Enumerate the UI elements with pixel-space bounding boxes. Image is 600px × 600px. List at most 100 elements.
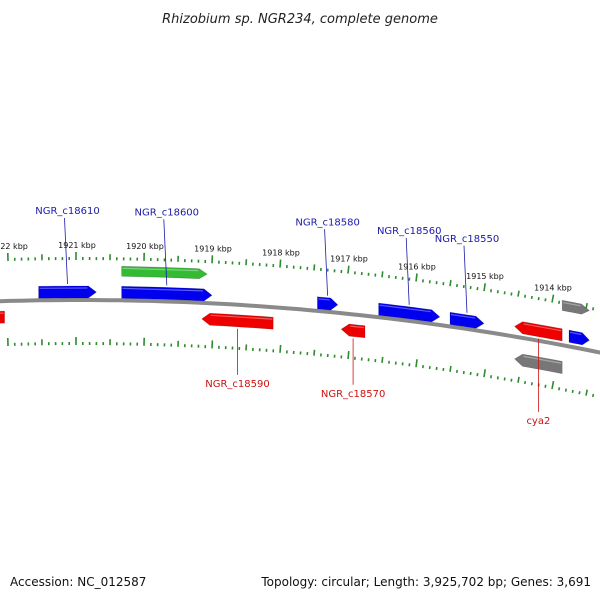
inner-tick-mark	[415, 359, 418, 368]
inner-tick-mark	[496, 376, 499, 380]
tick-label: 1915 kbp	[466, 272, 504, 281]
outer-tick-mark	[530, 295, 533, 300]
inner-tick-mark	[347, 351, 350, 360]
gene-feature-highlight	[122, 287, 204, 292]
inner-tick-mark	[564, 388, 567, 392]
tick-label: 1919 kbp	[194, 244, 232, 253]
gene-feature[interactable]	[568, 329, 590, 346]
gene-feature[interactable]	[449, 311, 485, 329]
outer-tick-mark	[449, 279, 452, 287]
inner-tick-mark	[449, 365, 452, 373]
inner-tick-mark	[571, 389, 574, 394]
outer-tick-mark	[558, 300, 561, 304]
gene-label[interactable]: cya2	[526, 416, 550, 427]
inner-tick-track	[7, 337, 595, 398]
gene-feature-highlight	[523, 355, 562, 364]
gene-label-leader	[405, 237, 410, 305]
inner-tick-mark	[592, 393, 595, 398]
gene-label-leader	[163, 219, 168, 286]
tick-label: 1914 kbp	[534, 283, 572, 292]
gene-feature[interactable]	[38, 285, 97, 299]
gene-feature[interactable]	[514, 321, 563, 342]
inner-tick-mark	[524, 380, 527, 385]
outer-tick-mark	[483, 283, 486, 292]
tick-label: 1921 kbp	[58, 241, 96, 250]
outer-tick-mark	[476, 286, 479, 291]
inner-tick-mark	[551, 380, 555, 390]
inner-tick-mark	[469, 371, 472, 376]
inner-tick-mark	[483, 369, 486, 378]
inner-tick-mark	[490, 375, 493, 379]
tick-labels: 1922 kbp 1921 kbp 1920 kbp 1919 kbp 1918 kbp…	[0, 241, 572, 292]
genome-summary-text: Topology: circular; Length: 3,925,702 bp…	[260, 575, 591, 589]
outer-tick-mark	[585, 302, 588, 310]
gene-feature-highlight	[569, 331, 582, 336]
gene-feature[interactable]	[340, 323, 366, 339]
gene-label-leader	[463, 245, 468, 313]
inner-tick-mark	[313, 349, 316, 356]
outer-tick-mark	[551, 294, 555, 303]
outer-tick-mark	[347, 265, 350, 274]
outer-tick-mark	[544, 298, 547, 302]
gene-label-leader	[64, 217, 68, 285]
outer-tick-mark	[381, 271, 384, 278]
tick-label: 1922 kbp	[0, 242, 28, 251]
inner-tick-mark	[381, 356, 384, 363]
inner-tick-mark	[578, 391, 581, 395]
gene-feature-highlight	[450, 313, 476, 319]
accession-text: Accession: NC_012587	[10, 575, 146, 589]
outer-tick-mark	[524, 294, 527, 298]
gene-feature[interactable]	[378, 302, 441, 323]
gene-label[interactable]: NGR_c18610	[35, 206, 100, 217]
outer-tick-mark	[503, 291, 506, 295]
gene-feature-highlight	[210, 314, 273, 320]
gene-feature-highlight	[350, 325, 365, 329]
inner-tick-mark	[476, 372, 479, 377]
outer-tick-mark	[537, 296, 540, 301]
gene-label-leader	[324, 229, 328, 296]
inner-tick-mark	[517, 376, 520, 383]
outer-tick-mark	[496, 290, 499, 294]
inner-tick-mark	[530, 382, 533, 386]
outer-tick-mark	[313, 264, 316, 271]
gene-label[interactable]: NGR_c18570	[321, 389, 386, 400]
map-title: Rhizobium sp. NGR234, complete genome	[162, 12, 438, 27]
tick-label: 1917 kbp	[330, 255, 368, 264]
gene-label[interactable]: NGR_c18600	[135, 207, 200, 218]
inner-tick-mark	[558, 387, 561, 391]
tick-label: 1920 kbp	[126, 242, 164, 251]
tick-label: 1918 kbp	[262, 249, 300, 258]
gene-feature-highlight	[379, 304, 431, 313]
gene-label[interactable]: NGR_c18590	[205, 379, 270, 390]
gene-feature[interactable]	[121, 285, 213, 302]
outer-tick-mark	[469, 285, 472, 290]
gene-labels: NGR_c18610 NGR_c18600 NGR_c18590 NGR_c18580…	[35, 206, 550, 427]
gene-feature[interactable]	[0, 310, 5, 325]
inner-tick-mark	[503, 377, 506, 381]
outer-tick-mark	[510, 292, 513, 296]
gene-feature[interactable]	[201, 312, 274, 330]
inner-tick-mark	[510, 378, 513, 382]
gene-feature-highlight	[563, 301, 581, 307]
inner-tick-mark	[544, 384, 547, 388]
tick-label: 1916 kbp	[398, 262, 436, 271]
outer-tick-mark	[279, 259, 282, 268]
outer-tick-mark	[517, 290, 520, 297]
gene-feature[interactable]	[561, 299, 590, 315]
gene-feature[interactable]	[317, 296, 339, 311]
gene-feature-highlight	[122, 267, 199, 272]
gene-feature[interactable]	[121, 265, 208, 280]
gene-label[interactable]: NGR_c18580	[295, 217, 360, 228]
outer-tick-mark	[415, 273, 418, 282]
outer-tick-mark	[490, 289, 493, 293]
genome-backbone	[0, 298, 600, 355]
gene-label[interactable]: NGR_c18560	[377, 226, 442, 237]
outer-tick-mark	[592, 307, 595, 311]
inner-tick-mark	[585, 389, 588, 396]
gene-feature-highlight	[318, 298, 330, 301]
inner-tick-mark	[279, 344, 282, 353]
gene-label[interactable]: NGR_c18550	[435, 234, 500, 245]
gene-feature-highlight	[523, 323, 562, 332]
gene-features	[0, 265, 590, 374]
